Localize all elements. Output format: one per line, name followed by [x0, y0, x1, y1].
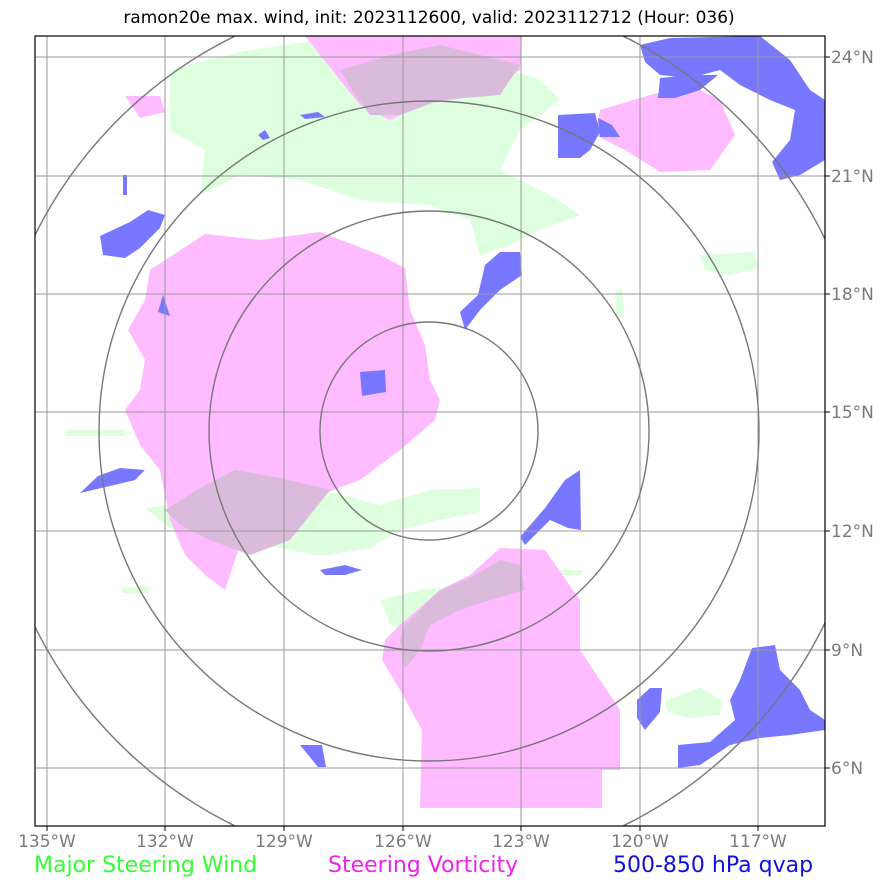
lat-label: 15°N — [831, 403, 874, 423]
map-title: ramon20e max. wind, init: 2023112600, va… — [123, 8, 735, 28]
overlap-areas — [165, 45, 525, 668]
lon-label: 132°W — [136, 832, 194, 852]
lon-label: 135°W — [18, 832, 76, 852]
legend-qvap: 500-850 hPa qvap — [613, 853, 814, 878]
tick-marks — [46, 56, 830, 831]
lat-label: 18°N — [831, 285, 874, 305]
gridlines — [35, 36, 825, 826]
qvap-areas — [80, 36, 825, 768]
lon-label: 126°W — [374, 832, 432, 852]
lon-label: 117°W — [729, 832, 787, 852]
lat-label: 24°N — [831, 48, 874, 68]
lat-label: 9°N — [831, 641, 863, 661]
lon-label: 120°W — [611, 832, 669, 852]
lon-label: 123°W — [492, 832, 550, 852]
map-frame — [34, 35, 826, 827]
lat-label: 21°N — [831, 167, 874, 187]
lat-label: 6°N — [831, 759, 863, 779]
legend-steering-vorticity: Steering Vorticity — [328, 853, 519, 878]
lon-label: 129°W — [255, 832, 313, 852]
lat-label: 12°N — [831, 522, 874, 542]
legend-steering-wind: Major Steering Wind — [34, 853, 258, 878]
range-rings — [35, 36, 825, 826]
